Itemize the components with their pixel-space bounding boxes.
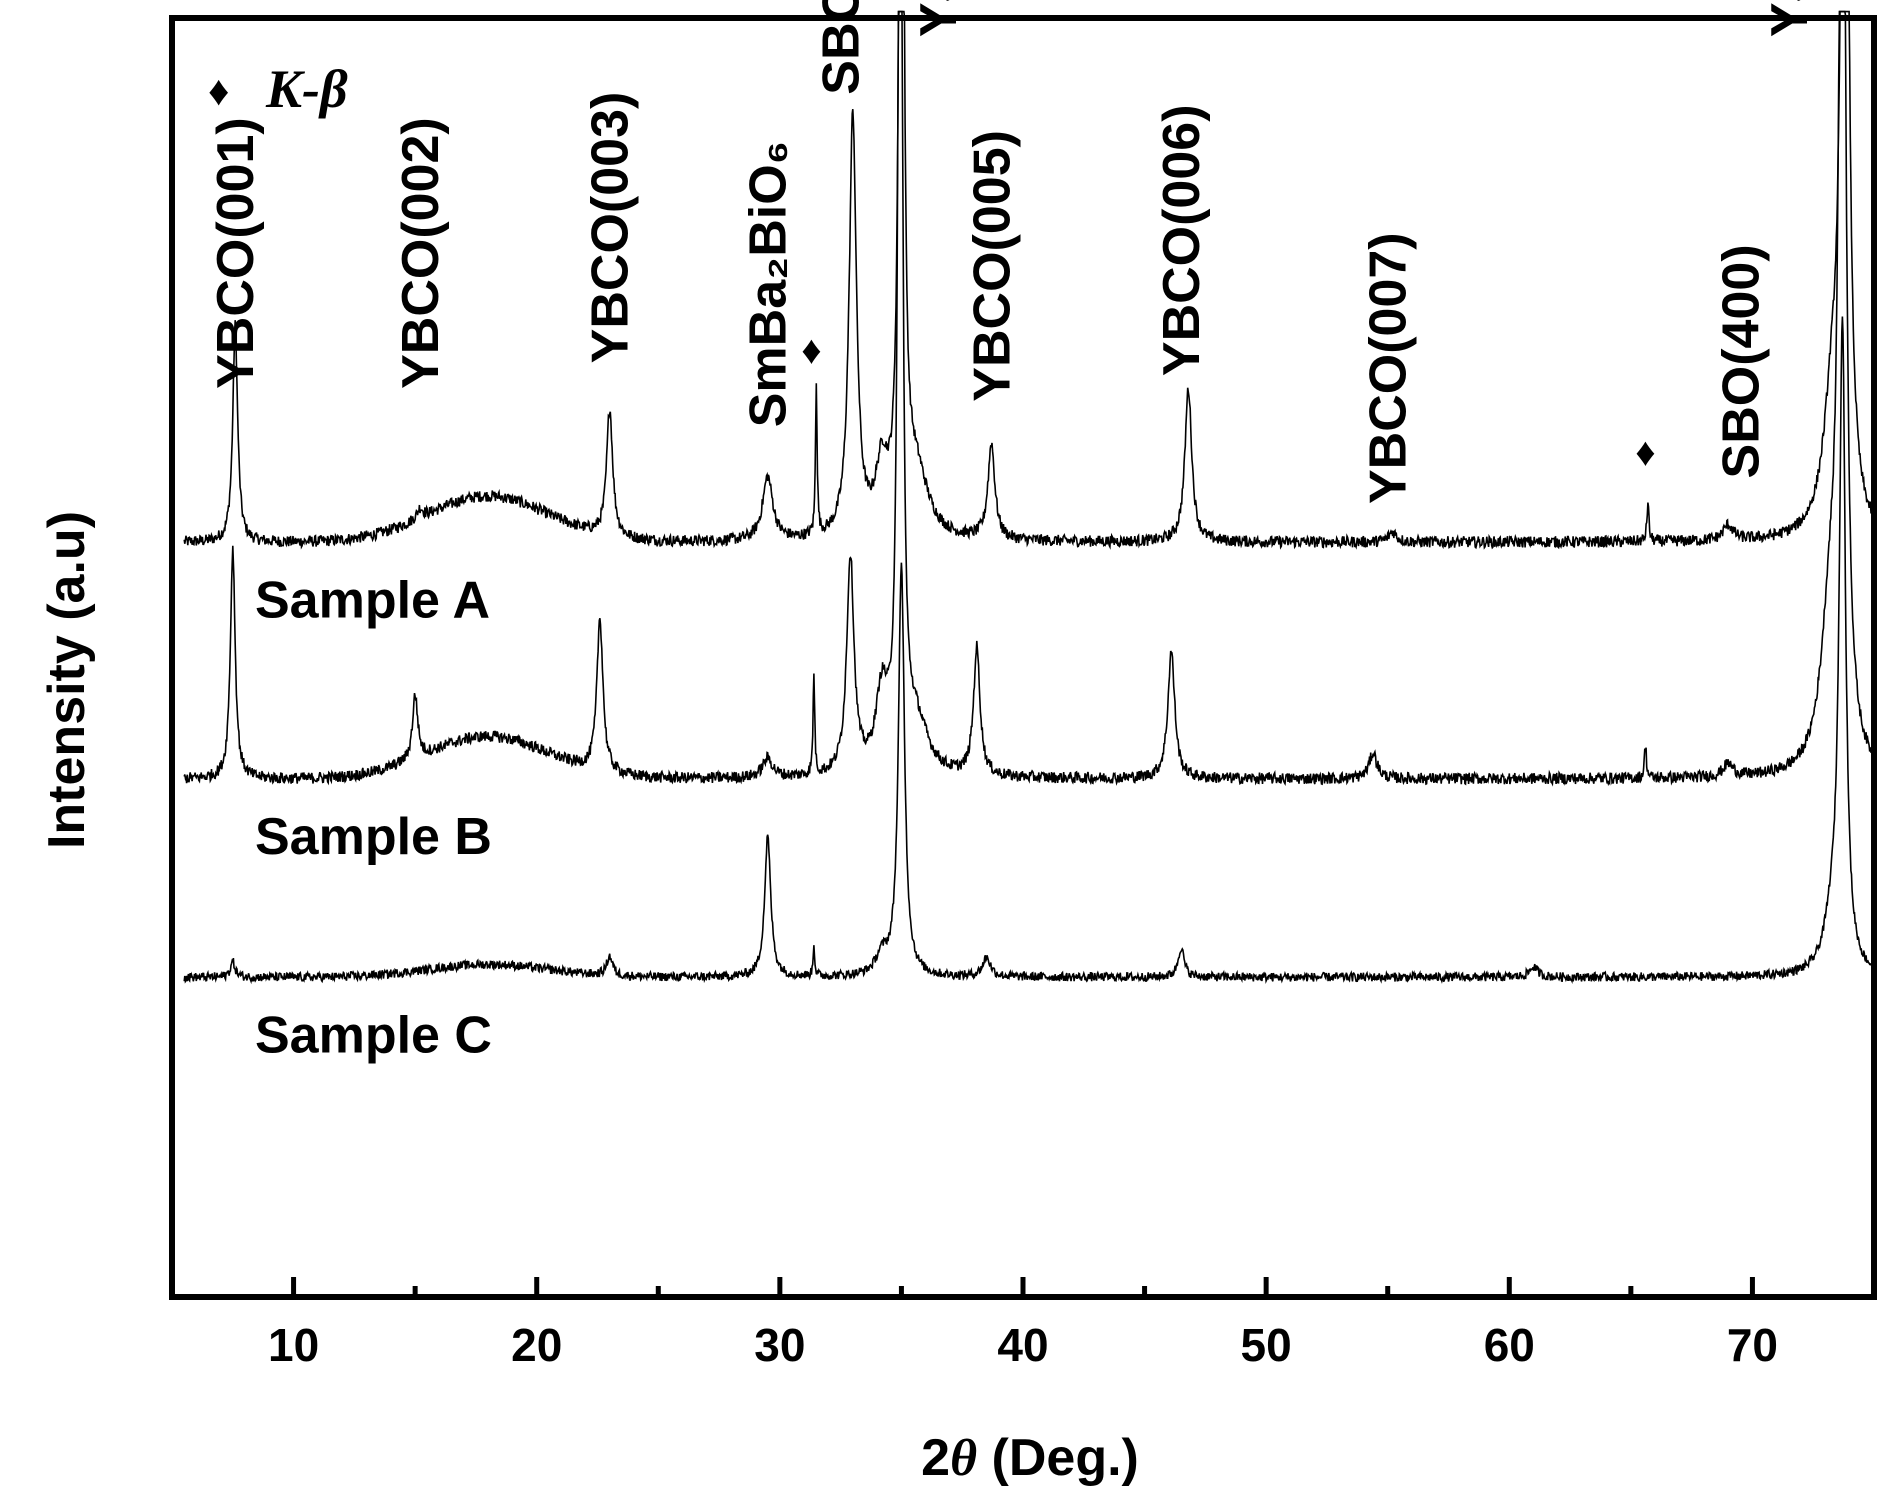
series-label-sample-c: Sample C: [255, 1006, 492, 1064]
peak-label-sbo-200: SBO(200): [813, 0, 871, 95]
x-tick-label-50: 50: [1241, 1319, 1292, 1371]
series-line-sample-c: [183, 316, 1875, 985]
peak-label-ybco-005: YBCO(005): [963, 130, 1021, 402]
x-tick-label-70: 70: [1727, 1319, 1778, 1371]
series-line-sample-a: [183, 10, 1875, 550]
kbeta-marker: ♦: [801, 328, 821, 372]
x-axis-label-theta: θ: [950, 1430, 977, 1487]
peak-label-ysz: YSZ: [1761, 0, 1819, 37]
peak-label-ybco-001: YBCO(001): [207, 117, 265, 389]
series-label-sample-a: Sample A: [255, 571, 490, 629]
series-labels: Sample A Sample B Sample C: [255, 571, 492, 1064]
y-axis-label: Intensity (a.u): [38, 511, 96, 849]
peak-label-ybco-003: YBCO(003): [582, 92, 640, 364]
peak-label-ybco-006: YBCO(006): [1153, 104, 1211, 376]
x-tick-label-40: 40: [997, 1319, 1048, 1371]
ticks-layer: 10 20 30 40 50 60 70: [268, 1277, 1778, 1371]
series-layer: [183, 10, 1875, 985]
x-axis-label-prefix: 2: [921, 1429, 950, 1487]
peak-label-ysz: YSZ: [910, 0, 968, 37]
series-label-sample-b: Sample B: [255, 808, 492, 866]
x-axis-label-suffix: (Deg.): [977, 1429, 1139, 1487]
annotations-layer: YBCO(001) YBCO(002) YBCO(003) SBO(200) YSZ YB…: [207, 0, 1819, 504]
peak-label-sbo-400: SBO(400): [1712, 244, 1770, 478]
legend: ♦ K-β: [208, 59, 348, 119]
x-tick-label-60: 60: [1484, 1319, 1535, 1371]
x-tick-label-30: 30: [754, 1319, 805, 1371]
series-line-sample-b: [183, 10, 1875, 787]
x-axis-label: 2θ (Deg.): [921, 1429, 1139, 1487]
x-tick-label-10: 10: [268, 1319, 319, 1371]
peak-label-ybco-007: YBCO(007): [1360, 232, 1418, 504]
x-tick-label-20: 20: [511, 1319, 562, 1371]
peak-label-ybco-002: YBCO(002): [392, 117, 450, 389]
peak-label-smba-bio: SmBa₂BiO₆: [740, 141, 798, 428]
legend-symbol: ♦: [208, 67, 229, 114]
kbeta-marker: ♦: [1635, 431, 1655, 475]
legend-label: K-β: [265, 59, 348, 119]
